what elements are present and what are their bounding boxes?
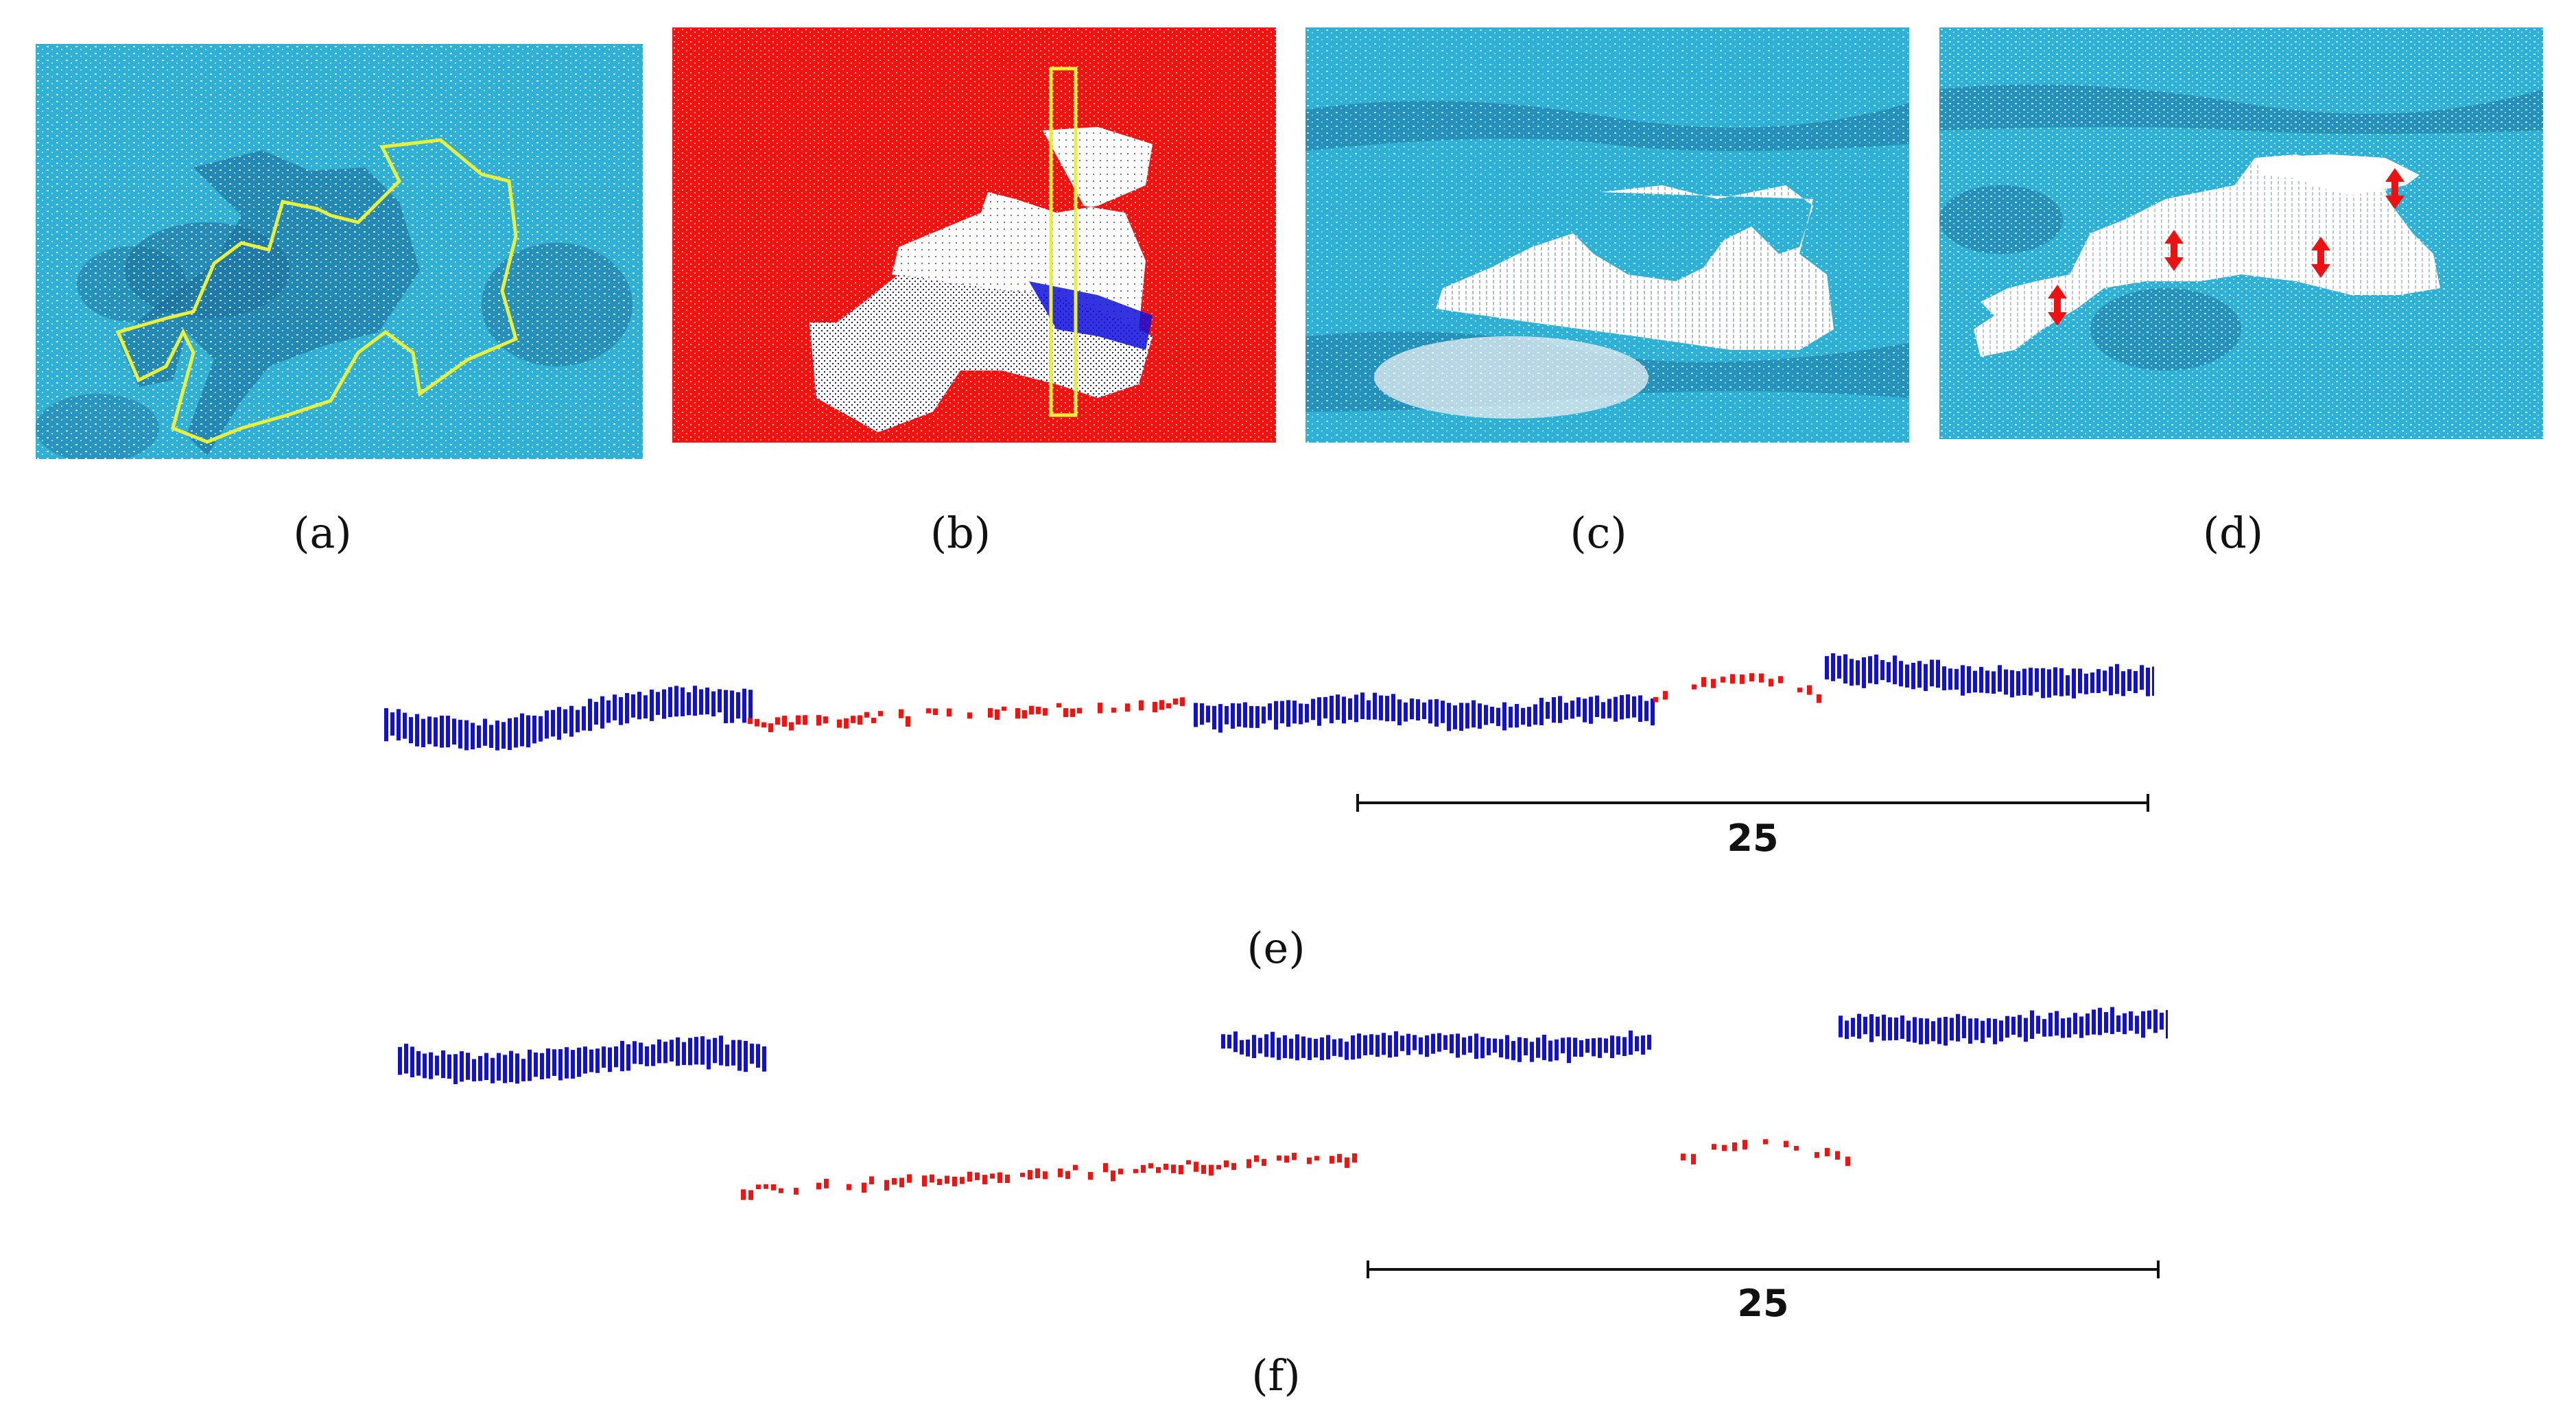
profile-f-red-segment-2 [1681, 1139, 1850, 1166]
scale-bar-e [1356, 794, 2149, 812]
panel-c-svg [1305, 27, 1909, 443]
profile-e-blue-segment-2 [1194, 692, 1655, 733]
panel-a-svg [36, 44, 643, 459]
profile-e-strip [384, 653, 2154, 751]
panel-d-image [1939, 27, 2543, 439]
scale-label-f: 25 [1737, 1282, 1789, 1325]
profile-f-blue-segment-1 [398, 1035, 766, 1084]
arrow-3-icon [2311, 237, 2330, 278]
profile-e-blue-segment-1 [384, 685, 753, 751]
profile-e-blue-segment-3 [1825, 653, 2154, 699]
panel-b-svg [672, 27, 1276, 443]
profile-f-blue-segment-2 [1221, 1030, 1651, 1064]
profile-e-red-segment-1 [748, 697, 1185, 733]
profile-f-strip [398, 1007, 2168, 1200]
panel-c-image [1305, 27, 1909, 443]
caption-c: (c) [1570, 508, 1627, 558]
caption-f: (f) [1251, 1350, 1301, 1400]
caption-a: (a) [293, 508, 352, 558]
scale-label-e: 25 [1727, 817, 1779, 860]
profile-e-red-segment-2 [1653, 673, 1821, 703]
caption-b: (b) [930, 508, 991, 558]
profile-f-blue-segment-3 [1839, 1007, 2168, 1046]
caption-e: (e) [1246, 923, 1305, 973]
caption-d: (d) [2202, 508, 2264, 558]
arrow-4-icon [2385, 168, 2404, 209]
panel-d-svg [1939, 27, 2543, 439]
arrow-1-icon [2048, 285, 2067, 326]
profile-rectangle [1049, 67, 1078, 417]
boundary-outline [115, 138, 519, 444]
arrow-2-icon [2164, 230, 2184, 271]
panel-b-image [672, 27, 1276, 443]
panel-a-image [36, 44, 643, 459]
profile-f-red-segment-1 [741, 1153, 1357, 1200]
scale-bar-f [1367, 1260, 2160, 1278]
